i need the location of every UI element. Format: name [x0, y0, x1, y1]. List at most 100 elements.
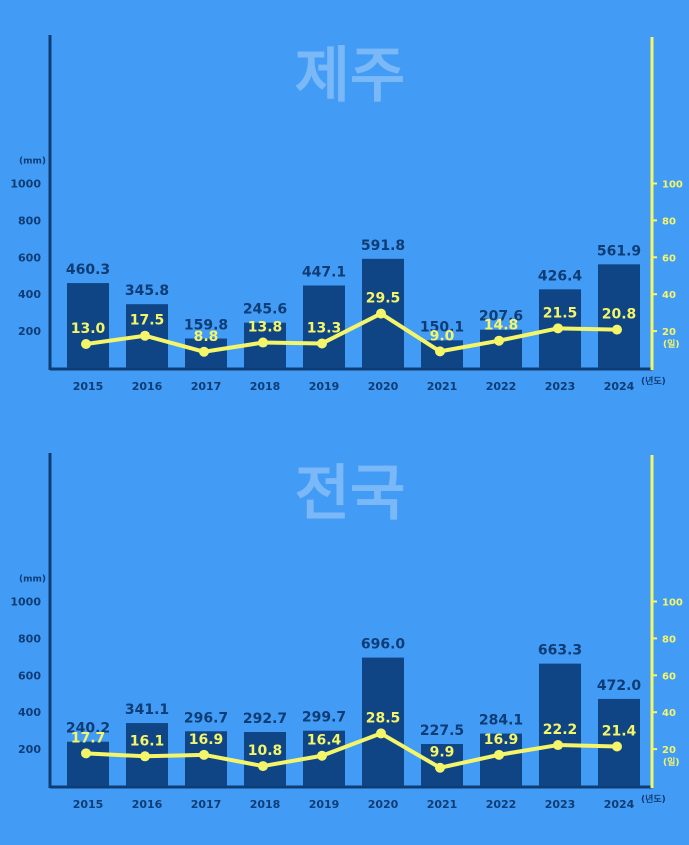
line-value-label: 14.8	[484, 318, 519, 334]
right-tick-label: 60	[662, 253, 676, 264]
bar-value-label: 299.7	[302, 710, 346, 726]
left-tick-label: 200	[18, 325, 41, 338]
left-tick-label: 400	[18, 288, 41, 301]
x-tick-label: 2024	[604, 380, 635, 393]
bar	[67, 283, 109, 368]
bar-value-label: 292.7	[243, 711, 287, 727]
x-tick-label: 2017	[191, 798, 222, 811]
line-value-label: 13.3	[307, 320, 342, 336]
bar	[362, 657, 404, 786]
line-point	[199, 346, 209, 357]
line-value-label: 13.0	[71, 321, 106, 337]
line-point	[317, 338, 327, 349]
line-point	[258, 761, 268, 772]
line-value-label: 21.5	[543, 305, 578, 321]
x-tick-label: 2015	[73, 380, 104, 393]
x-tick-label: 2018	[250, 380, 281, 393]
line-value-label: 20.8	[602, 307, 637, 323]
bar-value-label: 472.0	[597, 678, 642, 694]
bar-value-label: 447.1	[302, 265, 346, 281]
right-unit-label: (일)	[663, 338, 680, 350]
right-tick-label: 100	[662, 180, 683, 191]
bar-value-label: 240.2	[66, 721, 110, 737]
bar-value-label: 284.1	[479, 713, 523, 729]
line-value-label: 10.8	[248, 743, 283, 759]
line-point	[199, 749, 209, 760]
line-value-label: 16.9	[189, 732, 224, 748]
line-point	[612, 741, 622, 752]
x-tick-label: 2019	[309, 798, 340, 811]
x-tick-label: 2021	[427, 798, 458, 811]
line-point	[81, 748, 91, 759]
line-value-label: 8.8	[194, 329, 219, 345]
x-tick-label: 2016	[132, 798, 163, 811]
bar	[303, 285, 345, 368]
line-value-label: 17.7	[71, 730, 106, 746]
line-value-label: 9.0	[430, 328, 455, 344]
left-tick-label: 600	[18, 251, 41, 264]
line-value-label: 16.4	[307, 733, 342, 749]
x-tick-label: 2022	[486, 798, 517, 811]
line-value-label: 28.5	[366, 710, 401, 726]
line-point	[494, 749, 504, 760]
line-value-label: 9.9	[430, 745, 455, 761]
bar	[244, 731, 286, 786]
line-point	[81, 339, 91, 350]
right-tick-label: 40	[662, 708, 676, 719]
left-tick-label: 800	[18, 214, 41, 227]
line-point	[435, 346, 445, 357]
chart-1: 제주 200 400 600 800 1000 (mm) 20 40 60 80 100 (일) 460.…	[10, 35, 683, 393]
x-tick-label: 2019	[309, 380, 340, 393]
watermark-title: 제주	[295, 41, 405, 111]
right-tick-label: 20	[662, 327, 676, 338]
left-unit-label: (mm)	[19, 157, 46, 167]
right-tick-label: 100	[662, 598, 683, 609]
line-point	[376, 728, 386, 739]
right-tick-label: 80	[662, 634, 676, 645]
bar-value-label: 296.7	[184, 710, 228, 726]
bar-value-label: 591.8	[361, 238, 405, 254]
line-point	[435, 762, 445, 773]
line-point	[612, 324, 622, 335]
bar-value-label: 245.6	[243, 302, 287, 318]
line-value-label: 13.8	[248, 320, 283, 336]
right-tick-label: 60	[662, 671, 676, 682]
bar	[539, 663, 581, 786]
line-point	[258, 337, 268, 348]
x-tick-label: 2016	[132, 380, 163, 393]
bar-value-label: 159.8	[184, 318, 228, 334]
x-tick-label: 2023	[545, 798, 576, 811]
x-unit-label: (년도)	[641, 375, 666, 387]
left-tick-label: 1000	[10, 178, 41, 191]
line-point	[140, 751, 150, 762]
x-tick-label: 2021	[427, 380, 458, 393]
right-unit-label: (일)	[663, 756, 680, 768]
x-tick-label: 2020	[368, 798, 399, 811]
line-point	[494, 335, 504, 346]
x-tick-label: 2018	[250, 798, 281, 811]
bar-value-label: 345.8	[125, 283, 169, 299]
left-tick-label: 1000	[10, 596, 41, 609]
x-tick-label: 2015	[73, 798, 104, 811]
x-tick-label: 2022	[486, 380, 517, 393]
x-unit-label: (년도)	[641, 793, 666, 805]
line-point	[140, 330, 150, 341]
x-tick-label: 2017	[191, 380, 222, 393]
right-tick-label: 80	[662, 216, 676, 227]
bar-value-label: 150.1	[420, 319, 464, 335]
line-value-label: 16.1	[130, 733, 165, 749]
bar-value-label: 561.9	[597, 243, 641, 259]
line-series	[85, 731, 618, 770]
bar-value-label: 227.5	[420, 723, 464, 739]
line-point	[553, 323, 563, 334]
line-value-label: 17.5	[130, 313, 165, 329]
line-series	[85, 311, 618, 354]
right-tick-label: 40	[662, 290, 676, 301]
watermark-title: 전국	[295, 459, 405, 529]
left-unit-label: (mm)	[19, 575, 46, 585]
left-tick-label: 400	[18, 706, 41, 719]
x-tick-label: 2023	[545, 380, 576, 393]
line-point	[376, 308, 386, 319]
line-value-label: 22.2	[543, 722, 578, 738]
line-value-label: 21.4	[602, 724, 637, 740]
